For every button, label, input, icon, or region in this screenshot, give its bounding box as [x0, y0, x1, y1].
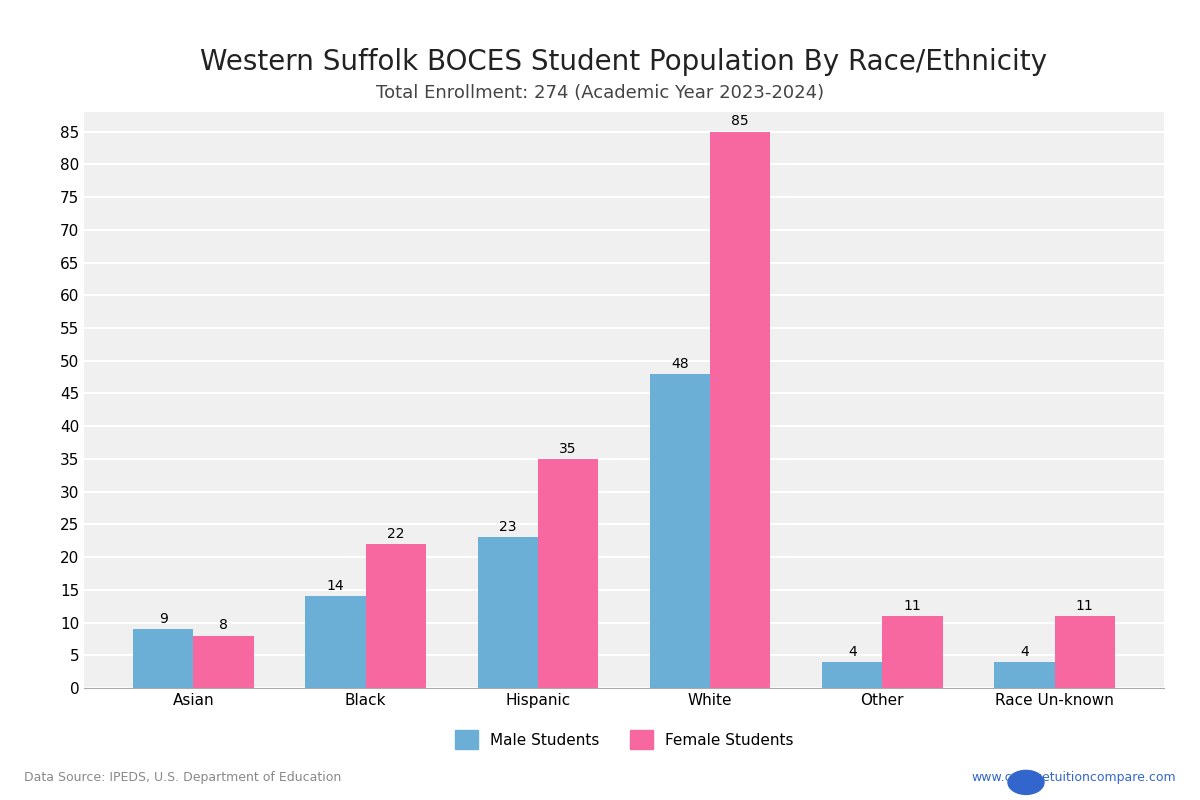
Bar — [1055, 616, 1115, 688]
Bar — [710, 132, 770, 688]
Text: Data Source: IPEDS, U.S. Department of Education: Data Source: IPEDS, U.S. Department of E… — [24, 771, 341, 784]
Bar — [193, 636, 253, 688]
Bar — [650, 374, 710, 688]
Title: Western Suffolk BOCES Student Population By Race/Ethnicity: Western Suffolk BOCES Student Population… — [200, 48, 1048, 76]
Text: 8: 8 — [220, 618, 228, 632]
Bar — [538, 459, 598, 688]
Bar — [882, 616, 943, 688]
Text: 4: 4 — [848, 645, 857, 658]
Bar — [995, 662, 1055, 688]
Text: 14: 14 — [326, 579, 344, 593]
Text: 35: 35 — [559, 442, 577, 456]
Text: 48: 48 — [671, 357, 689, 370]
Text: 22: 22 — [388, 526, 404, 541]
Text: 11: 11 — [904, 598, 922, 613]
Text: 4: 4 — [1020, 645, 1028, 658]
Bar — [133, 629, 193, 688]
Bar — [366, 544, 426, 688]
Text: 23: 23 — [499, 520, 516, 534]
Bar — [305, 596, 366, 688]
Text: ctc: ctc — [1020, 778, 1032, 787]
Text: Total Enrollment: 274 (Academic Year 2023-2024): Total Enrollment: 274 (Academic Year 202… — [376, 84, 824, 102]
Text: 85: 85 — [732, 114, 749, 128]
Text: www.collegetuitioncompare.com: www.collegetuitioncompare.com — [971, 771, 1176, 784]
Bar — [478, 538, 538, 688]
Text: 11: 11 — [1076, 598, 1093, 613]
Bar — [822, 662, 882, 688]
Legend: Male Students, Female Students: Male Students, Female Students — [449, 724, 799, 755]
Text: 9: 9 — [158, 612, 168, 626]
